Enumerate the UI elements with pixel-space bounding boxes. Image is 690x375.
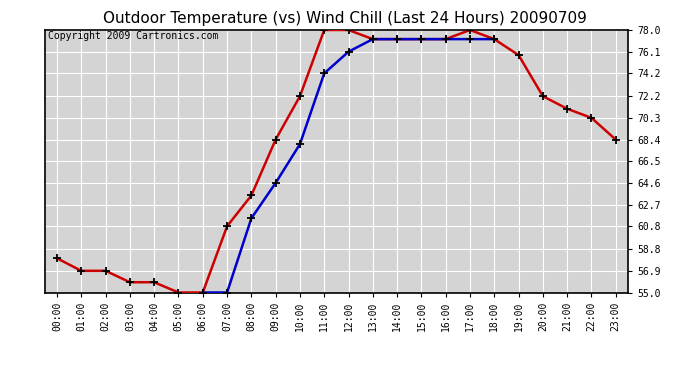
Text: Copyright 2009 Cartronics.com: Copyright 2009 Cartronics.com xyxy=(48,32,218,41)
Text: Outdoor Temperature (vs) Wind Chill (Last 24 Hours) 20090709: Outdoor Temperature (vs) Wind Chill (Las… xyxy=(103,11,587,26)
